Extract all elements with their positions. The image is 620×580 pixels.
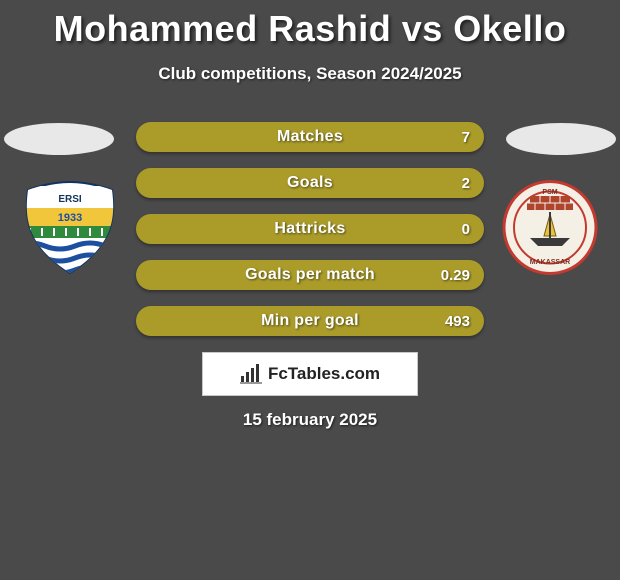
player-photo-left-placeholder [4, 123, 114, 155]
player-photo-right-placeholder [506, 123, 616, 155]
stat-value: 493 [445, 313, 470, 330]
club-badge-right: MAKASSAR PSM [500, 180, 600, 275]
stat-label: Goals per match [136, 266, 484, 284]
stat-value: 2 [462, 175, 470, 192]
stat-value: 7 [462, 129, 470, 146]
club-badge-left: ERSI 1933 [20, 180, 120, 275]
svg-text:1933: 1933 [58, 212, 82, 224]
brand-text: FcTables.com [268, 364, 380, 384]
stat-row-matches: Matches 7 [136, 122, 484, 152]
subtitle: Club competitions, Season 2024/2025 [0, 64, 620, 84]
stat-row-min-per-goal: Min per goal 493 [136, 306, 484, 336]
brand-attribution[interactable]: FcTables.com [202, 352, 418, 396]
stat-row-goals: Goals 2 [136, 168, 484, 198]
stat-label: Hattricks [136, 220, 484, 238]
comparison-date: 15 february 2025 [0, 410, 620, 430]
svg-text:PSM: PSM [542, 189, 557, 196]
page-title: Mohammed Rashid vs Okello [0, 0, 620, 50]
stats-list: Matches 7 Goals 2 Hattricks 0 Goals per … [136, 122, 484, 352]
stat-label: Min per goal [136, 312, 484, 330]
stat-row-goals-per-match: Goals per match 0.29 [136, 260, 484, 290]
svg-text:MAKASSAR: MAKASSAR [530, 259, 570, 266]
stat-label: Matches [136, 128, 484, 146]
stat-row-hattricks: Hattricks 0 [136, 214, 484, 244]
svg-text:ERSI: ERSI [58, 194, 82, 205]
stat-label: Goals [136, 174, 484, 192]
stat-value: 0.29 [441, 267, 470, 284]
bar-chart-icon [240, 364, 262, 384]
stat-value: 0 [462, 221, 470, 238]
